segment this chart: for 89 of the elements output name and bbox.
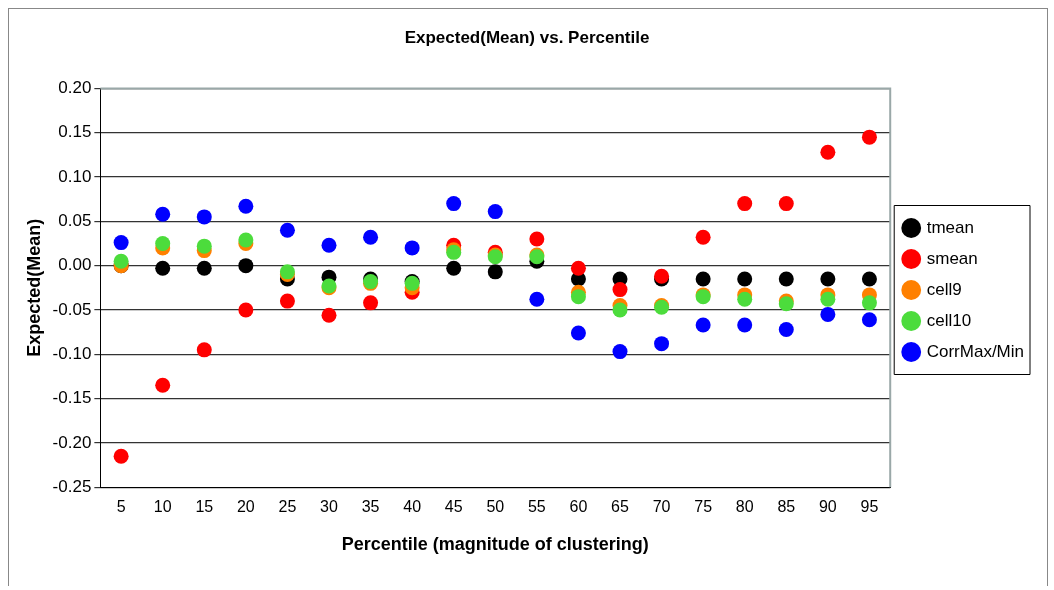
point — [778, 321, 794, 337]
point — [861, 271, 877, 287]
point — [321, 237, 337, 253]
point — [321, 307, 337, 323]
point — [570, 260, 586, 276]
point — [820, 291, 836, 307]
legend-label: cell10 — [926, 310, 972, 330]
x-tick-label: 5 — [116, 498, 126, 516]
point — [570, 325, 586, 341]
point — [155, 260, 171, 276]
x-tick-label: 15 — [195, 498, 214, 516]
point — [487, 264, 503, 280]
point — [778, 271, 794, 287]
point — [612, 344, 628, 360]
legend-label: smean — [926, 248, 978, 268]
point — [113, 448, 129, 464]
point — [695, 271, 711, 287]
x-tick-label: 45 — [444, 498, 463, 516]
point — [196, 260, 212, 276]
y-tick-label: 0.10 — [58, 166, 92, 186]
point — [612, 282, 628, 298]
point — [238, 198, 254, 214]
point — [155, 235, 171, 251]
x-tick-label: 55 — [527, 498, 546, 516]
point — [820, 306, 836, 322]
x-axis-title: Percentile (magnitude of clustering) — [341, 534, 649, 555]
point — [695, 317, 711, 333]
point — [737, 196, 753, 212]
x-tick-label: 50 — [486, 498, 505, 516]
point — [529, 291, 545, 307]
point — [737, 271, 753, 287]
y-axis-title: Expected(Mean) — [23, 218, 44, 357]
point — [737, 317, 753, 333]
x-tick-label: 30 — [320, 498, 338, 516]
x-tick-label: 75 — [694, 498, 713, 516]
point — [570, 289, 586, 305]
point — [196, 342, 212, 358]
x-tick-label: 25 — [278, 498, 297, 516]
y-tick-label: 0.15 — [58, 122, 92, 142]
y-tick-label: -0.05 — [52, 299, 92, 319]
x-tick-label: 90 — [818, 498, 837, 516]
point — [155, 206, 171, 222]
point — [861, 295, 877, 311]
point — [113, 253, 129, 269]
x-tick-label: 80 — [735, 498, 754, 516]
point — [529, 231, 545, 247]
legend-label: cell9 — [926, 279, 962, 299]
point — [404, 240, 420, 256]
legend-label: tmean — [926, 217, 974, 237]
y-tick-label: -0.15 — [52, 388, 92, 408]
point — [446, 260, 462, 276]
point — [654, 336, 670, 352]
y-tick-label: 0.00 — [58, 255, 92, 275]
x-tick-label: 20 — [236, 498, 255, 516]
legend-label: CorrMax/Min — [926, 341, 1025, 361]
x-tick-label: 95 — [860, 498, 879, 516]
point — [196, 209, 212, 225]
x-tick-label: 65 — [611, 498, 629, 516]
point — [820, 144, 836, 160]
point — [861, 129, 877, 145]
point — [363, 229, 379, 245]
point — [238, 258, 254, 274]
x-tick-label: 70 — [652, 498, 671, 516]
y-tick-label: 0.05 — [58, 211, 92, 231]
point — [238, 302, 254, 318]
point — [695, 229, 711, 245]
y-tick-label: -0.10 — [52, 343, 92, 363]
y-tick-label: 0.20 — [58, 78, 92, 98]
point — [155, 377, 171, 393]
point — [737, 291, 753, 307]
point — [113, 235, 129, 251]
y-tick-label: -0.25 — [52, 476, 92, 496]
point — [446, 196, 462, 212]
point — [861, 312, 877, 328]
x-tick-label: 40 — [403, 498, 422, 516]
point — [820, 271, 836, 287]
x-tick-label: 35 — [361, 498, 380, 516]
point — [279, 293, 295, 309]
point — [279, 222, 295, 238]
point — [487, 204, 503, 220]
point — [196, 238, 212, 254]
point — [778, 196, 794, 212]
point — [612, 302, 628, 318]
y-tick-label: -0.20 — [52, 432, 92, 452]
chart-title: Expected(Mean) vs. Percentile — [404, 27, 650, 47]
x-tick-label: 85 — [777, 498, 796, 516]
point — [363, 295, 379, 311]
x-tick-label: 10 — [153, 498, 172, 516]
x-tick-label: 60 — [569, 498, 588, 516]
